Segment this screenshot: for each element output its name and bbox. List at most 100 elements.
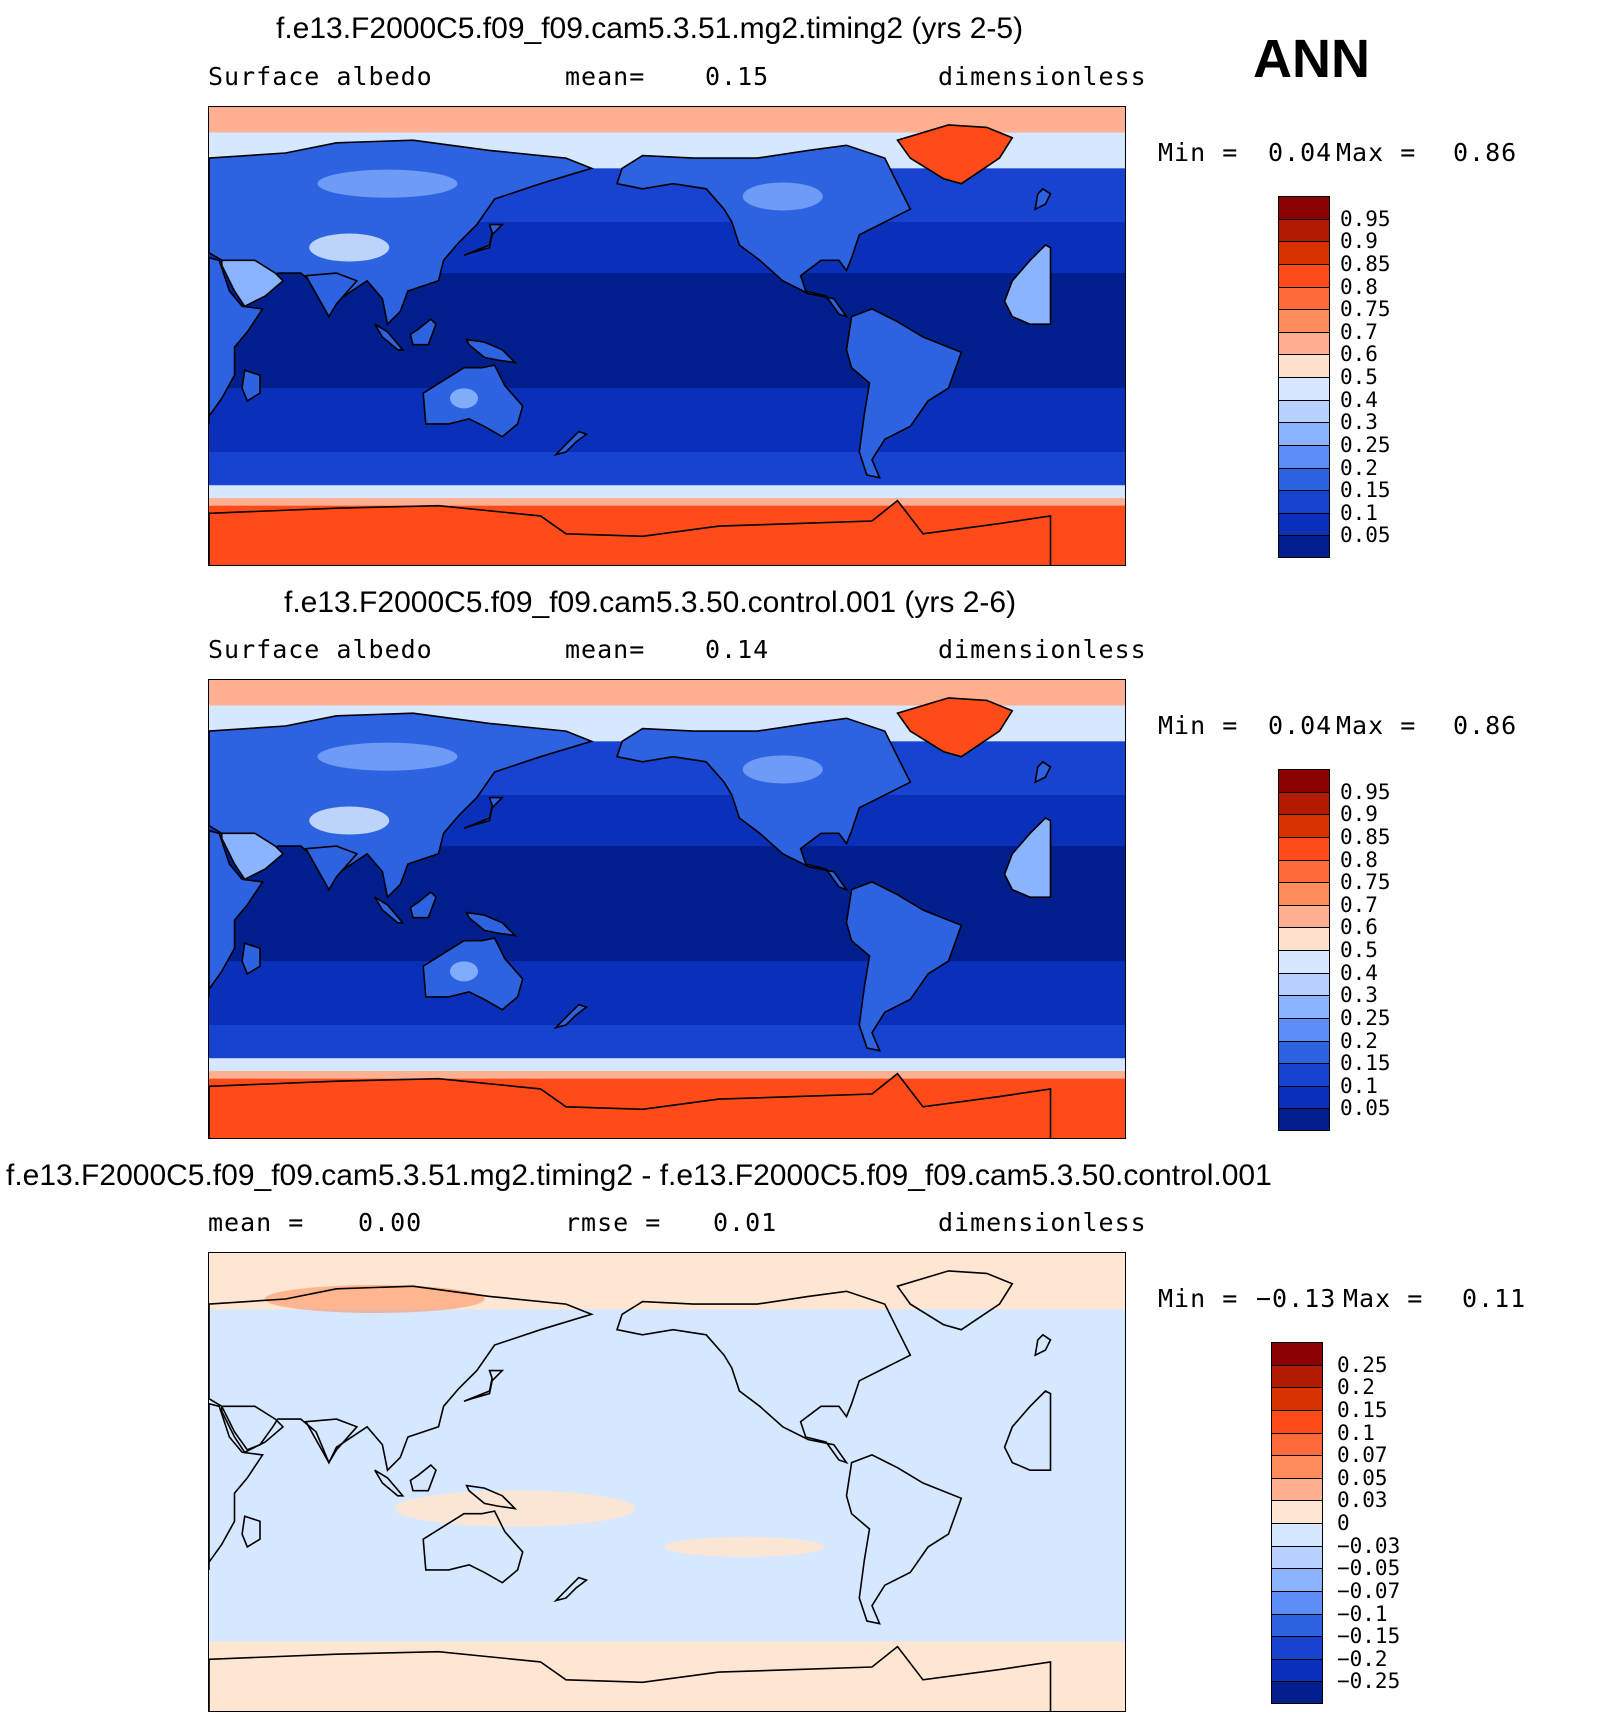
landmass-samerica [845,308,963,479]
colorbar-swatch [1271,1500,1323,1523]
panel-3-mean-value: 0.00 [358,1208,423,1237]
landmass-antarctica [209,1072,1052,1138]
colorbar-label: 0.8 [1340,847,1378,872]
landmass-africaE [209,829,264,997]
colorbar-label: 0.1 [1340,1073,1378,1098]
panel-1-min-label: Min = [1158,138,1239,167]
colorbar-label: 0.75 [1340,297,1391,322]
colorbar-swatch [1271,1658,1323,1682]
colorbar-swatch [1278,904,1330,928]
coastline-newguinea [465,1484,518,1510]
colorbar-label: 0.25 [1340,432,1391,457]
panel-2-map [208,679,1126,1139]
colorbar-swatch [1278,490,1330,513]
colorbar-label: 0.4 [1340,960,1378,985]
colorbar-swatch [1278,512,1330,536]
colorbar-label: 0 [1337,1511,1350,1535]
canada-snow [742,182,823,211]
colorbar-label: 0.5 [1340,938,1378,962]
colorbar-label: 0.2 [1337,1375,1375,1400]
panel-1-mean-label: mean= [565,62,646,91]
colorbar-label: 0.95 [1340,779,1391,804]
colorbar-swatch [1278,927,1330,950]
colorbar-label: 0.1 [1337,1420,1375,1445]
albedo-band [209,388,1125,453]
coastline-greenland [896,1270,1014,1331]
colorbar-swatch [1271,1568,1323,1591]
panel-1-variable-label: Surface albedo [208,62,433,91]
landmass-sumatra [374,896,405,924]
colorbar-swatch [1271,1681,1323,1704]
panel-3-rmse-value: 0.01 [713,1208,778,1237]
colorbar-swatch [1278,196,1330,219]
colorbar-label: 0.15 [1340,1051,1391,1076]
landmass-india [304,272,359,319]
colorbar-frame [1271,1342,1323,1704]
albedo-band [209,961,1125,1026]
colorbar-swatch [1278,995,1330,1018]
colorbar-label: 0.85 [1340,251,1391,276]
panel-1-colorbar: 0.95 0.9 0.85 0.8 0.75 0.7 0.6 0.5 0.4 0.3 0.25 0.2… [1278,196,1398,558]
colorbar-swatch [1278,1040,1330,1064]
colorbar-swatch [1271,1545,1323,1569]
albedo-band [209,485,1125,499]
coastline-antarctica [209,1645,1052,1711]
panel-2-min-label: Min = [1158,711,1239,740]
colorbar-swatch [1278,218,1330,242]
albedo-band [209,846,1125,962]
panel-3-max-value: 0.11 [1462,1284,1527,1313]
colorbar-label: 0.8 [1340,274,1378,299]
panel-1-title: f.e13.F2000C5.f09_f09.cam5.3.51.mg2.timi… [276,12,1024,45]
landmass-namerica [615,717,912,892]
landmass-borneo [409,891,437,919]
colorbar-label: 0.9 [1340,229,1378,254]
colorbar-label: 0.3 [1340,410,1378,435]
colorbar-swatch [1278,354,1330,377]
colorbar-swatch [1278,882,1330,905]
panel-3-min-value: −0.13 [1256,1284,1337,1313]
colorbar-swatch [1278,444,1330,468]
landmass-africaW [1003,817,1052,898]
colorbar-label: 0.07 [1337,1443,1388,1468]
australia-desert [450,961,478,982]
landmass-india [304,845,359,892]
coastline-uk [1034,1333,1052,1357]
landmass-arabia [221,259,285,308]
colorbar-frame [1278,196,1330,558]
colorbar-swatch [1278,377,1330,400]
colorbar-label: 0.2 [1340,1028,1378,1053]
colorbar-label: −0.2 [1337,1646,1388,1671]
colorbar-swatch [1278,467,1330,491]
albedo-band [209,498,1125,507]
landmass-arabia [221,832,285,881]
landmass-africaE [209,256,264,424]
panel-3-map [208,1252,1126,1712]
colorbar-label: 0.85 [1340,824,1391,849]
colorbar-swatch [1278,241,1330,264]
landmass-sumatra [374,323,405,351]
tibet-high-albedo [309,806,390,835]
panel-2-max-value: 0.86 [1453,711,1518,740]
diff-subtropic-positive [664,1536,825,1557]
colorbar-label: 0.4 [1340,387,1378,412]
colorbar-swatch [1278,263,1330,287]
colorbar-label: 0.25 [1337,1352,1388,1377]
panel-3-rmse-label: rmse = [565,1208,662,1237]
coastline-africaW [1003,1390,1052,1471]
colorbar-swatch [1278,814,1330,837]
colorbar-label: 0.6 [1340,342,1378,367]
landmass-nz [553,1003,589,1030]
colorbar-label: 0.75 [1340,870,1391,895]
colorbar-swatch [1271,1523,1323,1546]
panel-3-mean-label: mean = [208,1208,305,1237]
colorbar-label: 0.95 [1340,206,1391,231]
panel-2-mean-label: mean= [565,635,646,664]
panel-2-units: dimensionless [938,635,1147,664]
colorbar-swatch [1278,1063,1330,1086]
panel-2-mean-value: 0.14 [705,635,770,664]
landmass-antarctica [209,499,1052,565]
colorbar-swatch [1278,859,1330,883]
landmass-samerica [845,881,963,1052]
season-label: ANN [1253,29,1370,89]
coastline-sumatra [374,1469,405,1497]
